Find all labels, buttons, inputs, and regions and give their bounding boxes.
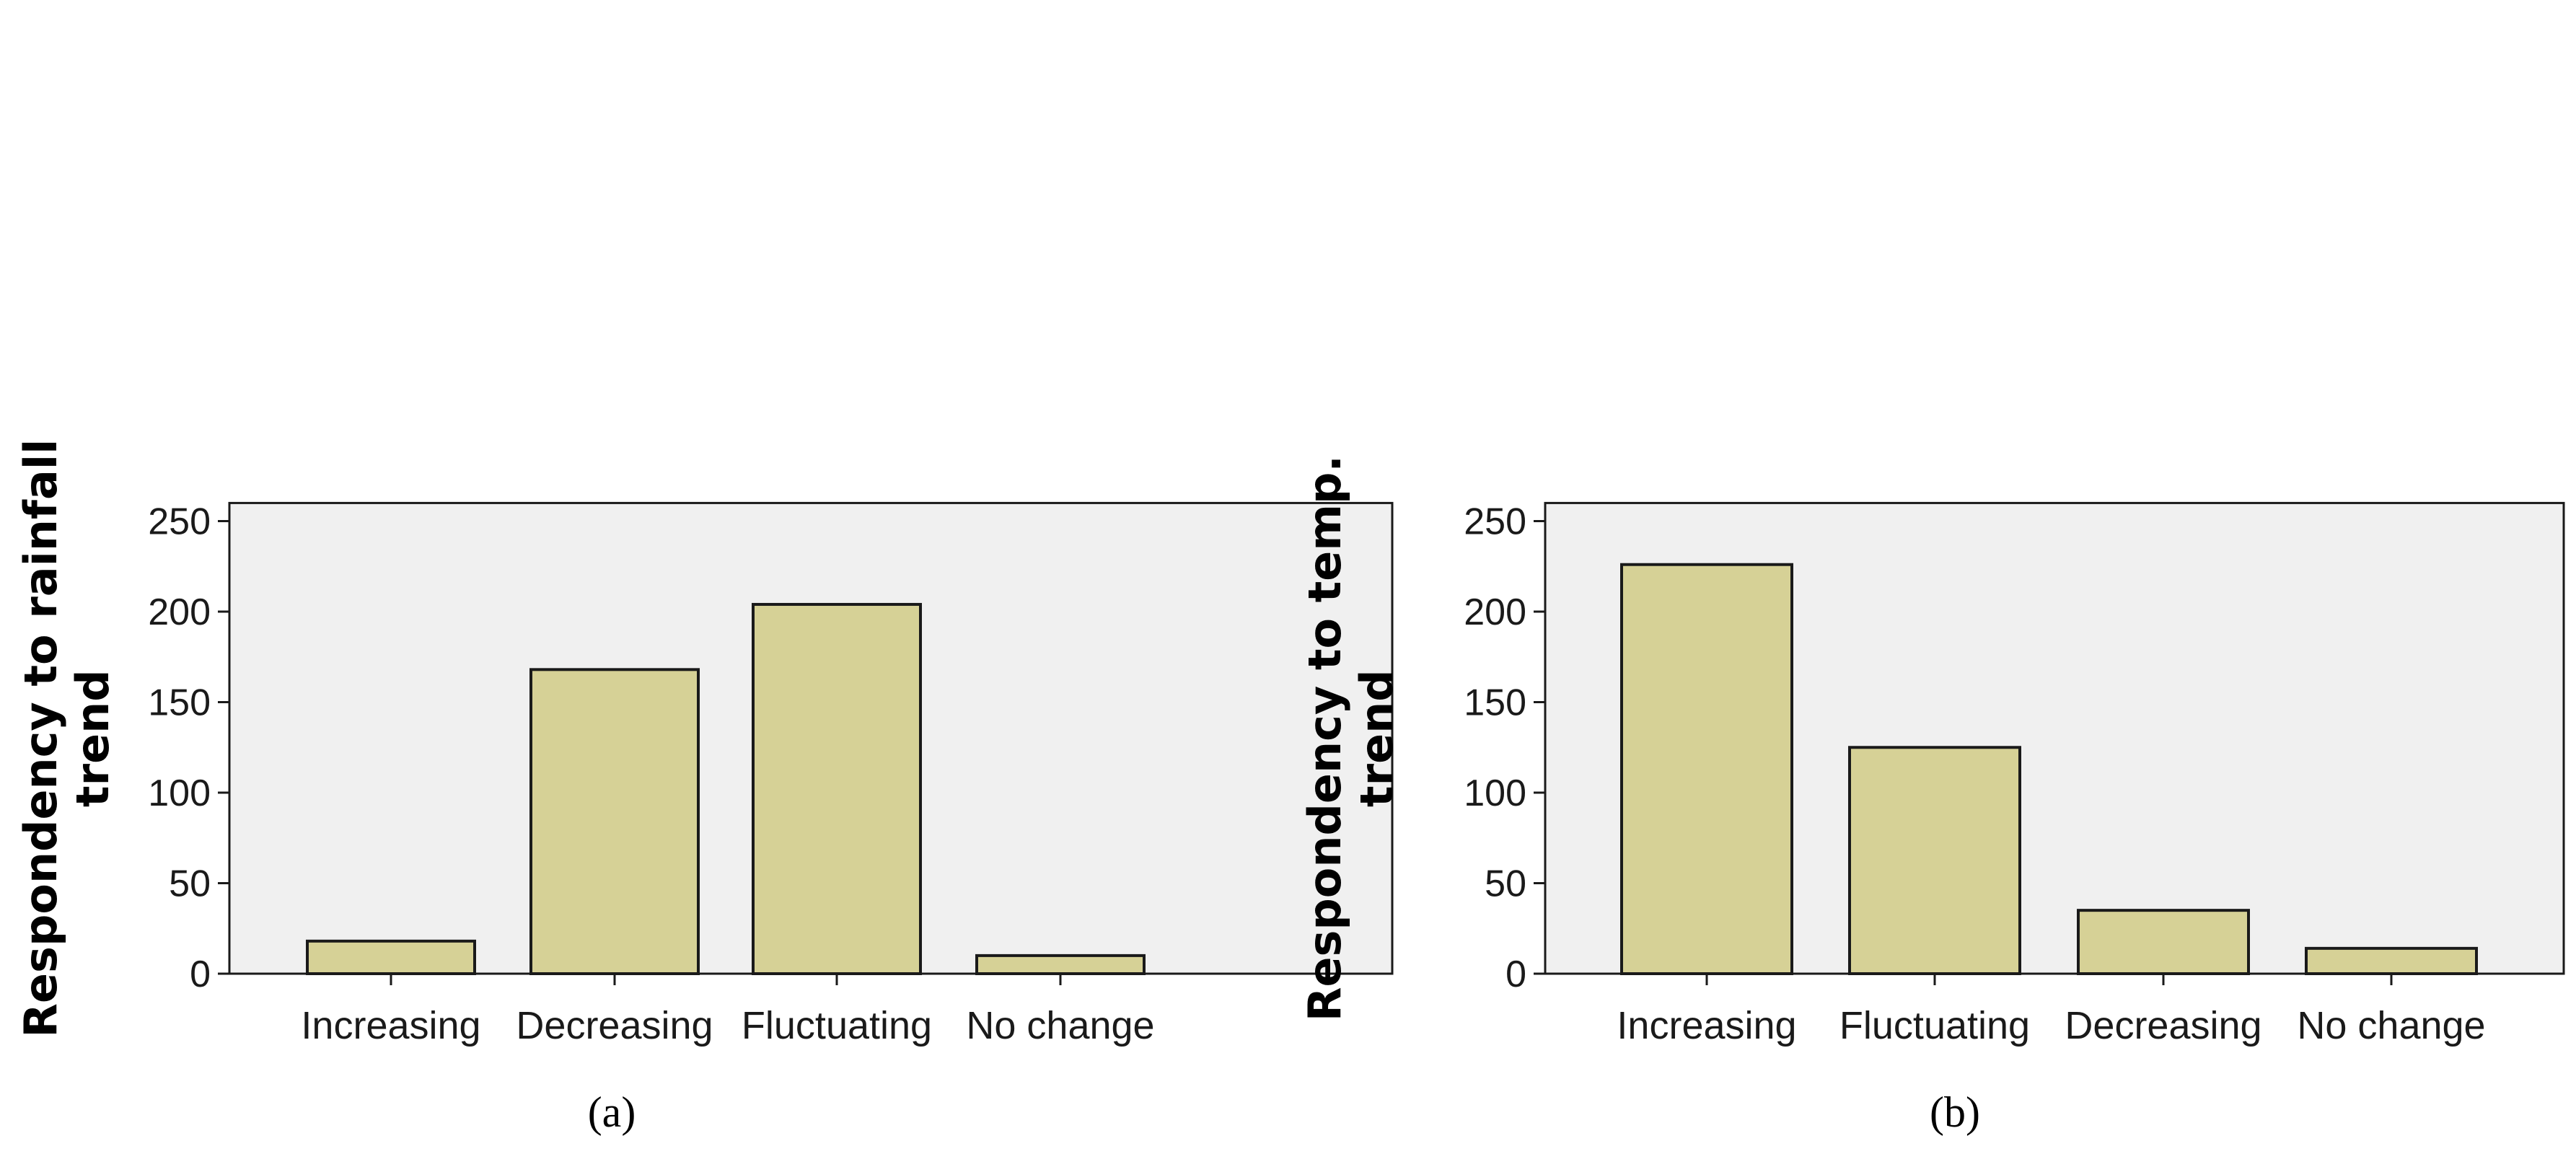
y-tick-label: 250 bbox=[1464, 501, 1526, 543]
panel-label: (a) bbox=[588, 1088, 636, 1136]
y-axis-label: trend bbox=[1350, 669, 1403, 807]
y-tick-label: 0 bbox=[190, 953, 211, 995]
bar-no-change bbox=[975, 953, 1146, 976]
x-tick-label: Fluctuating bbox=[1839, 1004, 2030, 1047]
bar-increasing bbox=[306, 939, 476, 975]
bar-increasing bbox=[1620, 563, 1793, 975]
y-tick-label: 50 bbox=[169, 863, 211, 905]
y-axis-label: Respondency to rainfall bbox=[14, 439, 67, 1038]
y-tick-label: 100 bbox=[148, 772, 211, 814]
bar-decreasing bbox=[2077, 909, 2250, 976]
bar-no-change bbox=[2305, 946, 2478, 975]
y-tick-label: 0 bbox=[1505, 953, 1526, 995]
y-tick-label: 100 bbox=[1464, 772, 1526, 814]
chart-b: 0 50 100 150 200 250 Increasing Fluctuating Decr… bbox=[1298, 455, 2565, 1136]
x-tick-label: Increasing bbox=[301, 1004, 480, 1047]
chart-a: 0 50 100 150 200 250 Increasing Decreasing Fluct… bbox=[14, 439, 1394, 1136]
bar-decreasing bbox=[529, 668, 700, 975]
x-tick-label: No change bbox=[2297, 1004, 2485, 1047]
x-tick-label: No change bbox=[966, 1004, 1154, 1047]
x-tick-label: Fluctuating bbox=[742, 1004, 932, 1047]
y-tick-label: 150 bbox=[1464, 682, 1526, 724]
y-tick-label: 50 bbox=[1485, 863, 1526, 905]
x-tick-label: Increasing bbox=[1617, 1004, 1796, 1047]
y-tick-label: 250 bbox=[148, 501, 211, 543]
panel-label: (b) bbox=[1930, 1088, 1980, 1136]
x-tick-label: Decreasing bbox=[2065, 1004, 2261, 1047]
y-tick-label: 150 bbox=[148, 682, 211, 724]
y-axis-label: trend bbox=[66, 669, 119, 807]
bar-fluctuating bbox=[1848, 746, 2021, 975]
bar-fluctuating bbox=[752, 602, 922, 975]
x-tick-label: Decreasing bbox=[516, 1004, 713, 1047]
y-axis-label: Respondency to temp. bbox=[1298, 455, 1351, 1021]
y-tick-label: 200 bbox=[148, 591, 211, 633]
y-tick-label: 200 bbox=[1464, 591, 1526, 633]
